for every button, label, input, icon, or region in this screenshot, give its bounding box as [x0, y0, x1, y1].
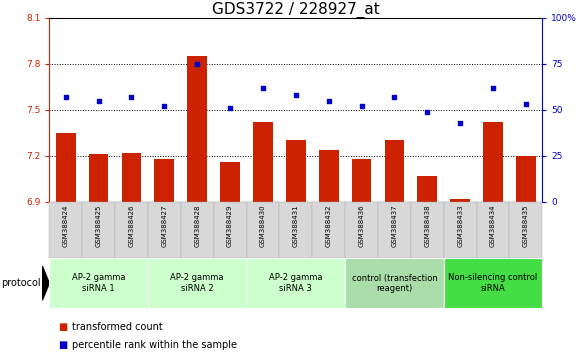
- Bar: [312, 202, 345, 258]
- Text: GSM388426: GSM388426: [128, 205, 135, 247]
- Bar: [450, 199, 470, 202]
- Bar: [516, 156, 536, 202]
- Bar: [378, 202, 411, 258]
- Text: GSM388425: GSM388425: [96, 205, 101, 247]
- Bar: [213, 202, 246, 258]
- Text: GSM388437: GSM388437: [392, 205, 397, 247]
- Text: control (transfection
reagent): control (transfection reagent): [351, 274, 437, 293]
- Point: [94, 98, 103, 103]
- Bar: [351, 159, 371, 202]
- Text: ■: ■: [58, 322, 67, 332]
- Text: transformed count: transformed count: [72, 322, 163, 332]
- Point: [193, 61, 202, 67]
- Text: GSM388438: GSM388438: [424, 205, 430, 247]
- Text: AP-2 gamma
siRNA 2: AP-2 gamma siRNA 2: [171, 274, 224, 293]
- Text: GSM388431: GSM388431: [293, 205, 299, 247]
- Point: [521, 101, 531, 107]
- Point: [291, 92, 300, 98]
- Text: GSM388435: GSM388435: [523, 205, 529, 247]
- Point: [423, 109, 432, 114]
- Point: [61, 94, 70, 100]
- Text: percentile rank within the sample: percentile rank within the sample: [72, 340, 237, 350]
- Bar: [148, 202, 181, 258]
- Bar: [181, 202, 213, 258]
- Bar: [477, 202, 509, 258]
- Bar: [246, 258, 345, 308]
- Bar: [246, 202, 280, 258]
- Point: [127, 94, 136, 100]
- Bar: [509, 202, 542, 258]
- Text: GSM388429: GSM388429: [227, 205, 233, 247]
- Bar: [49, 202, 82, 258]
- Bar: [56, 133, 75, 202]
- Text: AP-2 gamma
siRNA 1: AP-2 gamma siRNA 1: [72, 274, 125, 293]
- Text: AP-2 gamma
siRNA 3: AP-2 gamma siRNA 3: [269, 274, 322, 293]
- Bar: [411, 202, 444, 258]
- Bar: [444, 202, 477, 258]
- Text: GSM388428: GSM388428: [194, 205, 200, 247]
- Bar: [253, 122, 273, 202]
- Text: GSM388432: GSM388432: [325, 205, 332, 247]
- Text: ■: ■: [58, 340, 67, 350]
- Bar: [187, 56, 207, 202]
- Bar: [345, 202, 378, 258]
- Point: [357, 103, 366, 109]
- Text: GSM388430: GSM388430: [260, 205, 266, 247]
- Text: GSM388427: GSM388427: [161, 205, 168, 247]
- Point: [455, 120, 465, 125]
- Bar: [220, 162, 240, 202]
- Text: GSM388434: GSM388434: [490, 205, 496, 247]
- Point: [160, 103, 169, 109]
- Bar: [49, 258, 148, 308]
- Bar: [345, 258, 444, 308]
- Point: [258, 85, 267, 91]
- Text: GSM388436: GSM388436: [358, 205, 365, 247]
- Text: GSM388433: GSM388433: [457, 205, 463, 247]
- Bar: [280, 202, 312, 258]
- Bar: [82, 202, 115, 258]
- Bar: [444, 258, 542, 308]
- Bar: [89, 154, 108, 202]
- Bar: [286, 141, 306, 202]
- Bar: [319, 150, 339, 202]
- Point: [390, 94, 399, 100]
- Bar: [385, 141, 404, 202]
- Point: [324, 98, 334, 103]
- Title: GDS3722 / 228927_at: GDS3722 / 228927_at: [212, 1, 380, 18]
- Text: GSM388424: GSM388424: [63, 205, 69, 247]
- Bar: [115, 202, 148, 258]
- Polygon shape: [42, 266, 49, 300]
- Bar: [483, 122, 503, 202]
- Bar: [154, 159, 174, 202]
- Bar: [148, 258, 246, 308]
- Text: Non-silencing control
siRNA: Non-silencing control siRNA: [448, 274, 538, 293]
- Bar: [418, 176, 437, 202]
- Point: [226, 105, 235, 111]
- Point: [488, 85, 498, 91]
- Bar: [122, 153, 142, 202]
- Text: protocol: protocol: [1, 278, 41, 288]
